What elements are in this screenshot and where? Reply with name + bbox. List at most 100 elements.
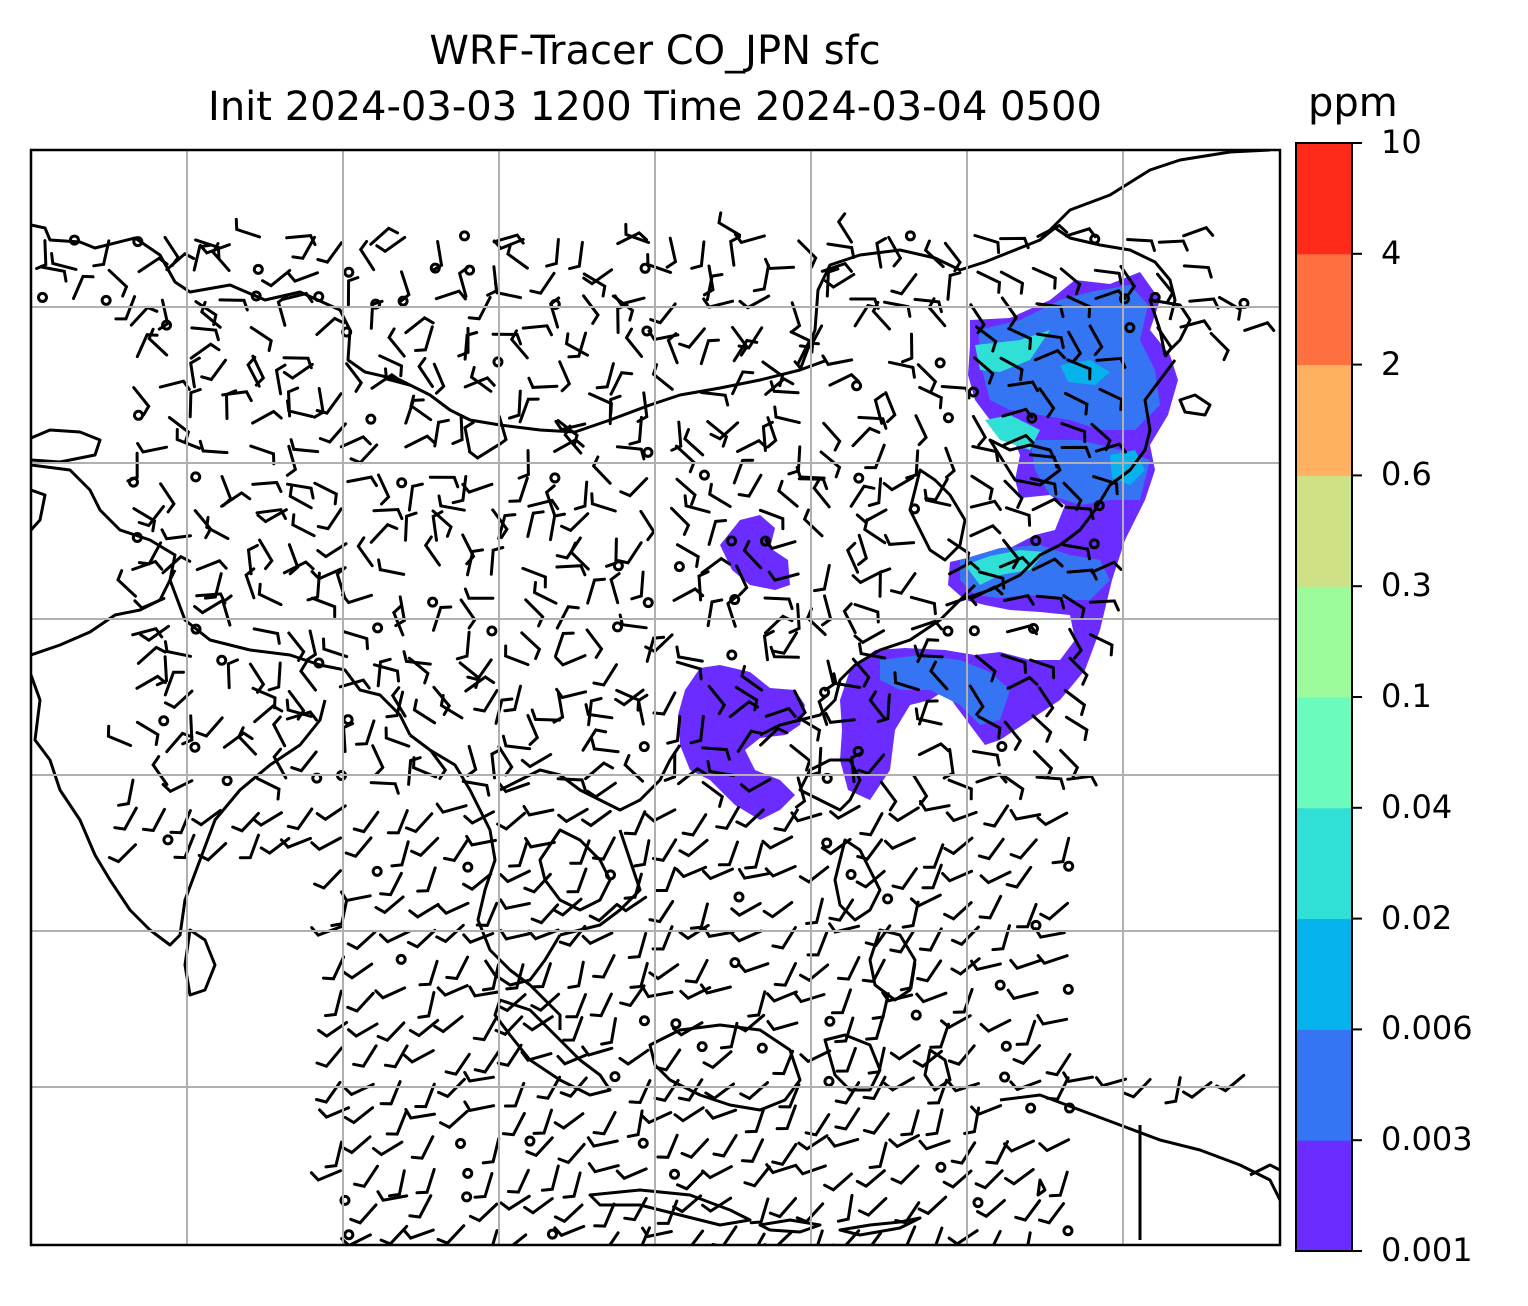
wind-barb [679, 986, 712, 1001]
wind-barb [566, 867, 588, 894]
wind-barb [824, 712, 856, 725]
wind-barb [845, 541, 860, 574]
wind-calm-circle [455, 1137, 467, 1149]
wind-barb [532, 1108, 553, 1135]
wind-barb [1182, 225, 1215, 238]
wind-barb [390, 840, 410, 868]
wind-barb [463, 1070, 495, 1083]
wind-barb [1015, 1019, 1037, 1046]
wind-barb [508, 476, 529, 503]
wind-barb [762, 629, 775, 662]
wind-barb [1088, 599, 1120, 612]
wind-barb [573, 480, 589, 511]
wind-barb [523, 872, 552, 894]
wind-barb [619, 984, 646, 1008]
wind-barb [414, 325, 434, 352]
wind-barb [530, 708, 561, 722]
wind-calm-circle [904, 230, 916, 242]
wind-barb [899, 962, 917, 992]
wind-barb [834, 1107, 861, 1131]
wind-calm-circle [1062, 983, 1074, 995]
wind-barb [437, 901, 470, 915]
wind-barb [499, 898, 531, 910]
wind-barb [971, 445, 1000, 463]
wind-barb [463, 376, 496, 389]
wind-barb [376, 657, 392, 688]
wind-barb [433, 1015, 464, 1034]
wind-barb [820, 261, 853, 273]
wind-barb [1007, 327, 1033, 351]
wind-barb [978, 570, 1006, 590]
wind-barb [159, 482, 176, 514]
wind-barb [1036, 1014, 1069, 1026]
wind-barb [251, 686, 277, 710]
wind-barb [704, 1082, 735, 1101]
wind-barb [163, 670, 185, 697]
wind-barb [639, 509, 656, 542]
wind-barb [979, 870, 1012, 885]
wind-barb [274, 363, 287, 396]
wind-barb [673, 1106, 705, 1123]
wind-barb [432, 605, 453, 632]
wind-calm-circle [1025, 1102, 1037, 1114]
wind-barb [851, 426, 881, 448]
wind-barb [1005, 865, 1033, 889]
wind-barb [1126, 238, 1156, 252]
wind-barb [641, 986, 674, 999]
wind-barb [562, 1171, 582, 1199]
wind-barb [633, 839, 651, 868]
wind-barb [341, 1135, 372, 1155]
wind-barb [690, 1229, 705, 1245]
wind-barb [627, 932, 648, 959]
wind-barb [379, 1080, 402, 1106]
wind-barb [346, 475, 378, 488]
wind-barb [883, 836, 916, 851]
wind-barb [1095, 1076, 1128, 1088]
wind-barb [672, 1194, 703, 1214]
wind-barb [945, 810, 978, 823]
wind-calm-circle [313, 657, 325, 669]
wind-calm-circle [549, 472, 561, 484]
wind-barb [778, 1083, 801, 1109]
wind-barb [220, 491, 252, 508]
wind-barb [492, 237, 525, 251]
wind-calm-circle [158, 715, 170, 727]
wind-barb [508, 389, 522, 420]
wind-barb [473, 1050, 500, 1074]
wind-barb [461, 779, 491, 797]
wind-barb [246, 355, 261, 388]
wind-calm-circle [1118, 293, 1130, 305]
colorbar-tick-label: 0.3 [1381, 566, 1432, 605]
wind-barb [973, 234, 1001, 254]
wind-barb [520, 1050, 553, 1062]
colorbar-swatch [1296, 586, 1352, 698]
wind-barb [711, 1225, 738, 1245]
wind-barb [868, 690, 887, 721]
wind-barb [305, 629, 318, 662]
wind-barb [536, 1075, 562, 1100]
wind-barb [1122, 1078, 1152, 1099]
wind-barb [408, 1018, 440, 1038]
wind-barb [107, 843, 137, 864]
wind-barb [439, 1109, 469, 1130]
wind-barb [299, 661, 317, 692]
wind-barb [999, 236, 1030, 250]
wind-barb [195, 716, 224, 738]
wind-barb [503, 684, 522, 713]
wind-barb [740, 1138, 765, 1163]
wind-calm-circle [612, 621, 624, 633]
wind-barb [788, 602, 801, 634]
wind-barb [900, 1109, 920, 1137]
wind-barb [444, 1052, 471, 1076]
wind-barb [822, 421, 842, 452]
wind-barb [793, 359, 826, 372]
wind-barb [971, 414, 988, 447]
wind-barb [584, 703, 614, 720]
wind-barb [888, 806, 920, 823]
wind-barb [609, 572, 621, 605]
wind-barb [581, 1045, 614, 1057]
wind-barb [950, 925, 980, 947]
wind-barb [1031, 714, 1053, 743]
wind-barb [589, 992, 613, 1018]
wind-barb [879, 780, 898, 812]
